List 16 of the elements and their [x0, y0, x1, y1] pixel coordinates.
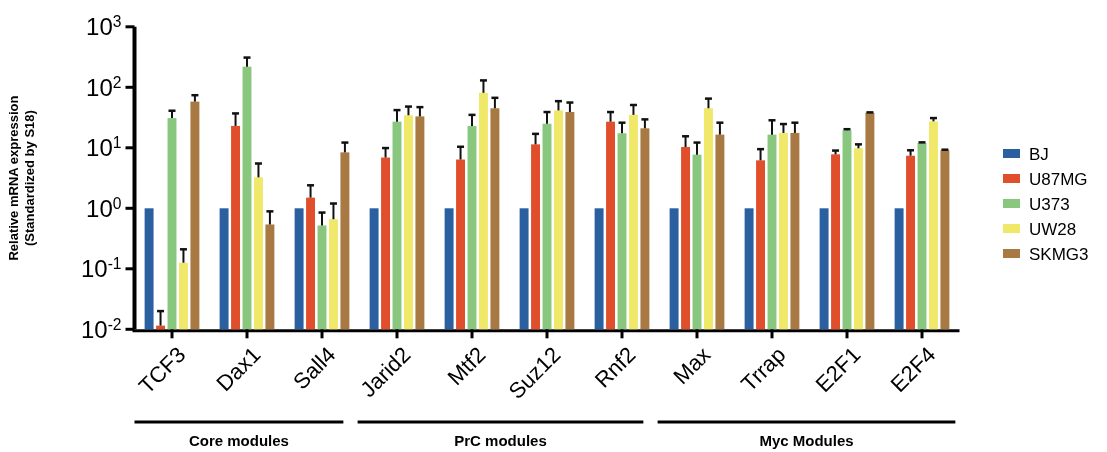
legend-label: UW28: [1029, 219, 1077, 239]
y-tick-label: 10$^{3}$: [86, 12, 122, 41]
legend-label: U87MG: [1029, 169, 1088, 189]
text: Myc Modules: [759, 432, 854, 449]
x-tick-label: Max: [668, 342, 716, 390]
legend-label: BJ: [1029, 144, 1049, 164]
legend-label: U373: [1029, 194, 1070, 214]
y-tick-label: 10$^{1}$: [86, 133, 122, 162]
y-tick-label: 10$^{-1}$: [80, 254, 122, 283]
y-tick-label: 10$^{2}$: [86, 73, 122, 101]
y-tick-label: 10$^{-2}$: [80, 315, 122, 343]
text: Core modules: [188, 432, 289, 449]
text: PrC modules: [454, 432, 547, 449]
legend-label: SKMG3: [1029, 244, 1089, 264]
y-tick-label: 10$^{0}$: [86, 194, 122, 222]
y-axis-title: Relative mRNA expression (Standardized by S18): [6, 95, 37, 261]
